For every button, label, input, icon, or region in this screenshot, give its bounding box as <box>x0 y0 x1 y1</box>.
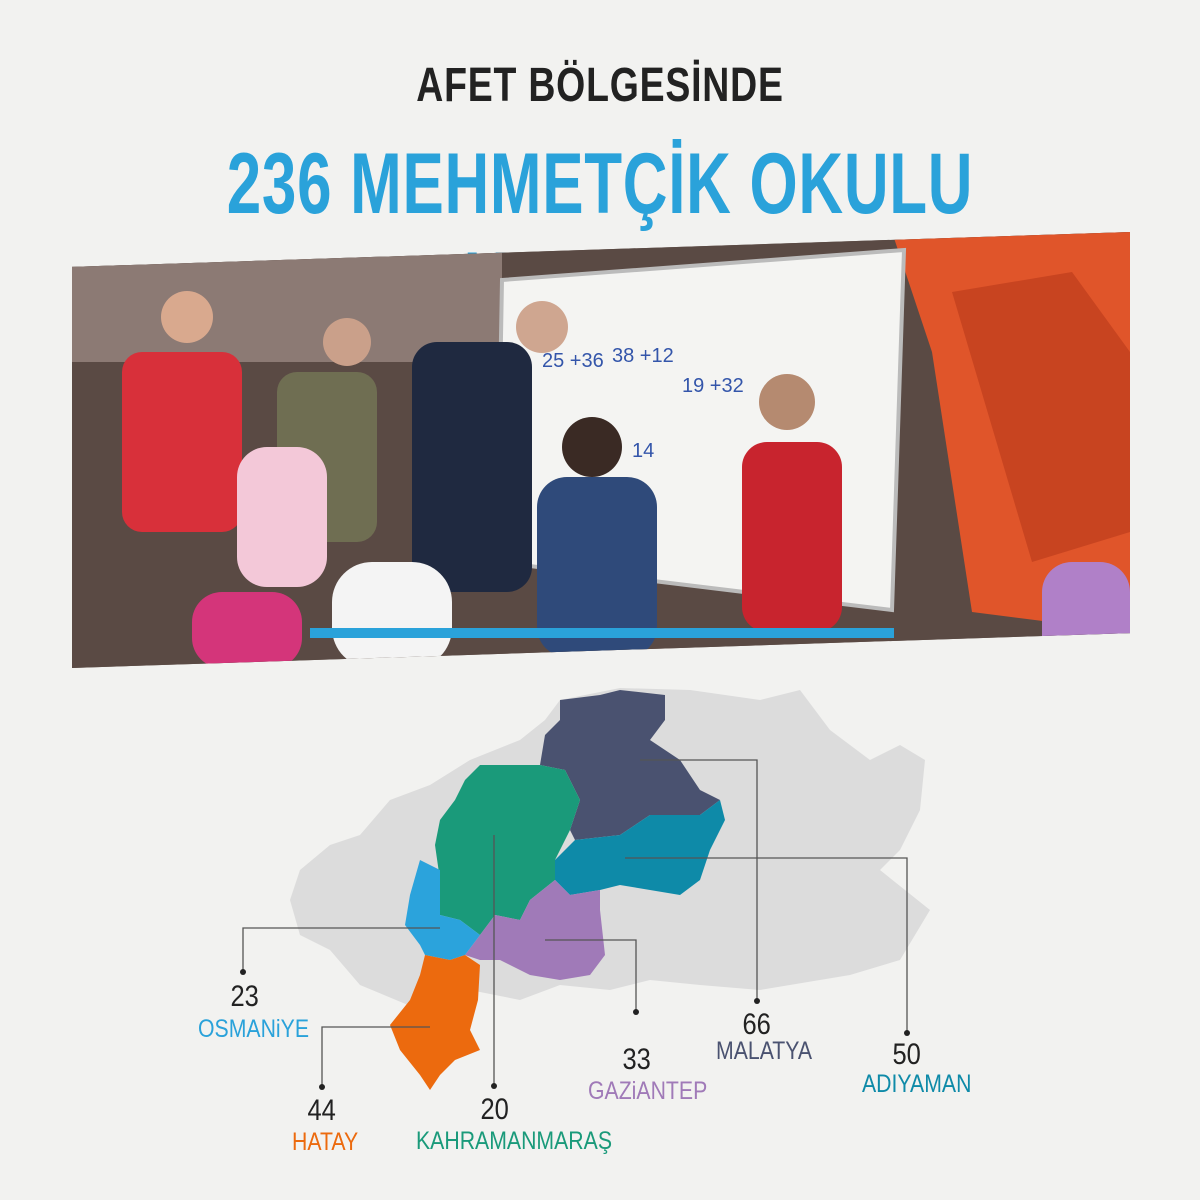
adiyaman-count: 50 <box>892 1038 921 1071</box>
leader-lines <box>242 759 908 1087</box>
subtitle: AFET BÖLGESİNDE <box>416 59 784 112</box>
province-hatay <box>390 955 480 1090</box>
osmaniye-label: OSMANiYE <box>198 1015 310 1043</box>
hatay-count: 44 <box>307 1094 336 1127</box>
province-malatya <box>540 690 720 840</box>
hatay-label: HATAY <box>292 1128 359 1156</box>
osmaniye-count: 23 <box>230 980 259 1013</box>
classroom-tent-photo: 25 +36 38 +12 19 +32 14 <box>72 232 1130 668</box>
malatya-label: MALATYA <box>716 1037 813 1065</box>
svg-text:25 +36: 25 +36 <box>542 350 604 372</box>
province-kahramanmaras <box>435 765 580 935</box>
svg-text:38 +12: 38 +12 <box>612 345 674 367</box>
province-gaziantep <box>465 880 605 980</box>
kahramanmaras-count: 20 <box>480 1093 509 1126</box>
svg-text:14: 14 <box>632 440 654 462</box>
adiyaman-label: ADIYAMAN <box>862 1070 972 1098</box>
gaziantep-count: 33 <box>622 1043 651 1076</box>
province-adiyaman <box>555 800 725 895</box>
kahramanmaras-label: KAHRAMANMARAŞ <box>416 1127 613 1155</box>
province-osmaniye <box>405 860 480 960</box>
malatya-count: 66 <box>742 1008 771 1041</box>
svg-text:19 +32: 19 +32 <box>682 375 744 397</box>
accent-bar <box>310 628 894 638</box>
gaziantep-label: GAZiANTEP <box>588 1077 708 1105</box>
